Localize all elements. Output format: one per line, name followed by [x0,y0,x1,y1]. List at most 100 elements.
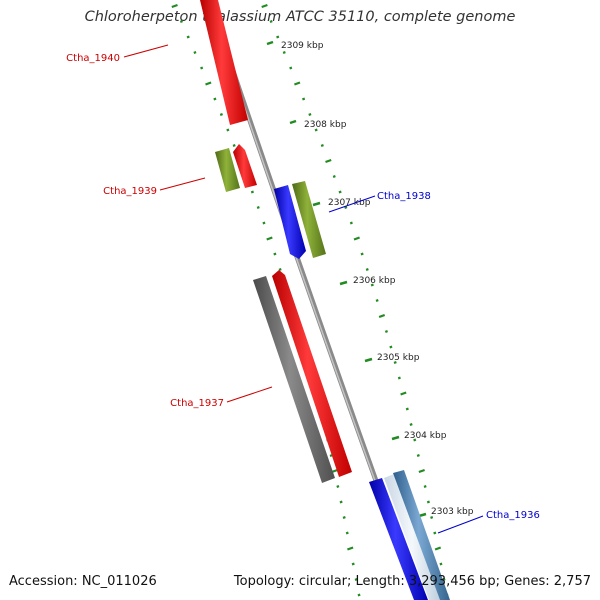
ring-tick [375,299,379,302]
ring-tick [345,531,349,535]
ring-tick [200,66,204,70]
ring-tick [256,206,260,209]
gene-light[interactable] [384,474,440,600]
map-title: Chloroherpeton thalassium ATCC 35110, co… [84,9,516,25]
ring-tick [342,516,346,519]
ring-tick [219,113,223,116]
gene-ctha-1936-blue[interactable] [369,478,428,600]
kbp-tick-label: 2305 kbp [377,353,420,363]
ring-tick [302,97,306,101]
gene-ctha-1937-gray[interactable] [253,276,335,483]
ring-tick [332,175,336,178]
gene-ctha-1940[interactable] [200,0,248,125]
ring-tick [325,158,332,164]
leader-ctha-1939 [159,177,206,191]
ring-tick [338,190,342,194]
ring-tick [262,221,266,225]
ring-tick [314,128,318,132]
gene-label-ctha-1939[interactable]: Ctha_1939 [103,186,157,197]
gene-ctha-1937-red[interactable] [272,270,352,477]
ring-tick [205,81,212,86]
ring-tick [423,485,427,488]
ring-tick [320,144,324,147]
ring-tick [353,236,360,241]
ring-tick [442,578,446,581]
summary-text: Topology: circular; Length: 3,293,456 bp… [233,574,591,589]
ring-tick [384,330,388,333]
ring-tick [344,206,348,209]
ring-tick [273,252,277,256]
ring-tick [397,376,401,380]
ring-tick [393,361,397,364]
gene-ctha-1939[interactable] [215,148,240,192]
leader-ctha-1938 [328,195,376,213]
kbp-tick-label: 2304 kbp [404,431,447,441]
ring-tick [430,516,434,519]
ring-tick [365,268,369,271]
ring-tick [347,546,354,551]
ring-tick [171,3,178,9]
ring-tick [179,20,183,23]
kbp-tick-label: 2306 kbp [353,276,396,286]
kbp-tick-2303: 2303 kbp [418,507,474,518]
ring-tick [339,500,343,504]
kbp-tick-2309: 2309 kbp [266,40,324,51]
kbp-tick-label: 2309 kbp [281,41,324,51]
ring-tick [250,190,254,194]
ring-tick [409,423,413,426]
kbp-tick-2305: 2305 kbp [364,353,420,363]
ring-tick [413,438,417,442]
kbp-tick-label: 2308 kbp [304,120,347,130]
gene-ctha-1936-steel[interactable] [393,470,450,600]
gene-label-ctha-1937[interactable]: Ctha_1937 [170,398,224,409]
ring-tick [357,593,361,597]
ring-tick [186,35,190,39]
ring-tick [276,35,280,39]
ring-tick [416,454,420,457]
outer-tick-ring [261,3,449,597]
ring-tick [378,313,386,319]
ring-tick [354,578,358,581]
ring-tick [370,283,374,287]
gene-ctha-1938-olive[interactable] [292,181,326,258]
kbp-tick-label: 2303 kbp [431,507,474,517]
ring-tick [308,113,312,116]
ring-tick [213,97,217,101]
kbp-tick-label: 2307 kbp [328,198,371,208]
ring-tick [226,128,230,132]
gene-label-ctha-1938[interactable]: Ctha_1938 [377,191,431,202]
kbp-tick-2304: 2304 kbp [391,431,447,441]
ring-tick [434,546,442,551]
ring-tick [351,562,355,566]
ring-tick [294,81,301,86]
leader-ctha-1936 [437,515,484,534]
ring-tick [405,407,409,411]
leader-ctha-1940 [123,44,169,58]
ring-tick [418,468,425,474]
ring-tick [269,20,273,23]
gene-red-small[interactable] [233,144,257,188]
kbp-tick-2308: 2308 kbp [289,119,347,130]
ring-tick [349,221,353,225]
ring-tick [282,51,286,54]
leader-ctha-1937 [226,386,273,403]
kbp-tick-2306: 2306 kbp [339,276,396,286]
gene-label-ctha-1936[interactable]: Ctha_1936 [486,510,540,521]
ring-tick [266,236,273,241]
kbp-tick-2307: 2307 kbp [312,198,371,208]
ring-tick [261,3,268,9]
ring-tick [278,268,282,271]
ring-tick [360,252,364,256]
ring-tick [336,485,340,488]
gene-ctha-1938-blue[interactable] [274,185,306,259]
ring-tick [193,51,197,54]
ring-tick [426,500,430,504]
ring-tick [289,66,293,70]
ring-tick [439,562,443,566]
ring-tick [433,531,437,535]
gene-label-ctha-1940[interactable]: Ctha_1940 [66,53,120,64]
ring-tick [232,144,236,147]
ring-tick [389,345,393,349]
ring-tick [400,391,407,396]
